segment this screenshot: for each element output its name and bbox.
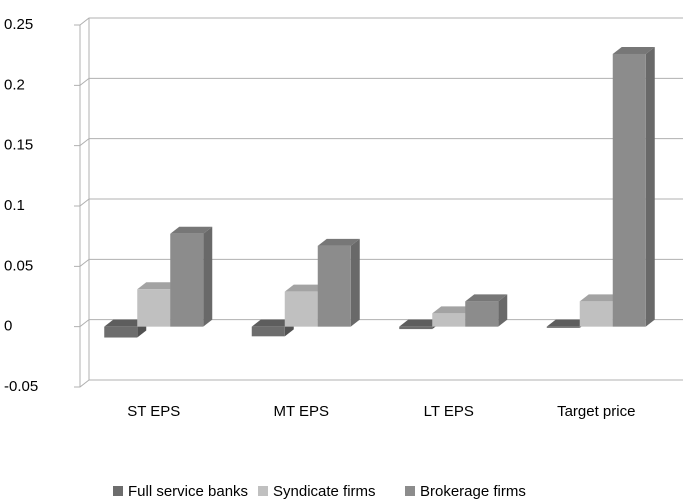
y-tick-label: 0.25	[4, 16, 33, 33]
bar-front	[579, 301, 613, 327]
bar-front	[612, 53, 646, 327]
bar-top	[399, 319, 442, 327]
bar-top	[251, 319, 294, 327]
bar-front	[546, 326, 580, 328]
y-tick-label: 0.05	[4, 257, 33, 274]
bar	[612, 46, 655, 327]
grid-line	[74, 319, 683, 328]
legend-swatch	[405, 486, 415, 496]
bar-top	[465, 294, 508, 302]
grid-line	[74, 198, 683, 207]
bar-side	[645, 46, 655, 327]
bar-top	[317, 238, 360, 246]
bar-side	[350, 238, 360, 327]
bar	[465, 294, 508, 327]
y-tick-label: -0.05	[4, 378, 38, 395]
bar-top	[546, 319, 589, 327]
x-tick-label: LT EPS	[424, 403, 474, 420]
bar-side	[498, 294, 508, 327]
legend-swatch	[258, 486, 268, 496]
bar-front	[170, 233, 204, 327]
x-tick-label: MT EPS	[273, 403, 329, 420]
legend-swatch	[113, 486, 123, 496]
legend-label: Full service banks	[128, 483, 248, 500]
bar-front	[399, 326, 433, 330]
bar-front	[284, 291, 318, 327]
grid-line	[74, 258, 683, 267]
y-tick-label: 0.2	[4, 76, 25, 93]
x-tick-label: ST EPS	[127, 403, 180, 420]
bar	[170, 226, 213, 327]
bar-top	[284, 284, 327, 292]
grid-line	[74, 379, 683, 388]
bar-top	[170, 226, 213, 234]
x-tick-label: Target price	[557, 403, 635, 420]
y-tick-label: 0	[4, 318, 12, 335]
bar-front	[104, 326, 138, 338]
bar-front	[251, 326, 285, 337]
bar-top	[579, 294, 622, 302]
bar-side	[203, 226, 213, 327]
bar-front	[465, 301, 499, 327]
grid-line	[74, 17, 683, 26]
bar-front	[432, 313, 466, 327]
legend-label: Syndicate firms	[273, 483, 376, 500]
grid-line	[74, 77, 683, 86]
bar-top	[104, 319, 147, 327]
y-tick-label: 0.1	[4, 197, 25, 214]
bar-front	[137, 289, 171, 327]
grid-line	[74, 138, 683, 147]
bar	[317, 238, 360, 327]
bar-top	[612, 46, 655, 54]
bar-front	[317, 245, 351, 327]
legend-label: Brokerage firms	[420, 483, 526, 500]
bar-top	[432, 306, 475, 314]
y-tick-label: 0.15	[4, 137, 33, 154]
bar-top	[137, 282, 180, 290]
